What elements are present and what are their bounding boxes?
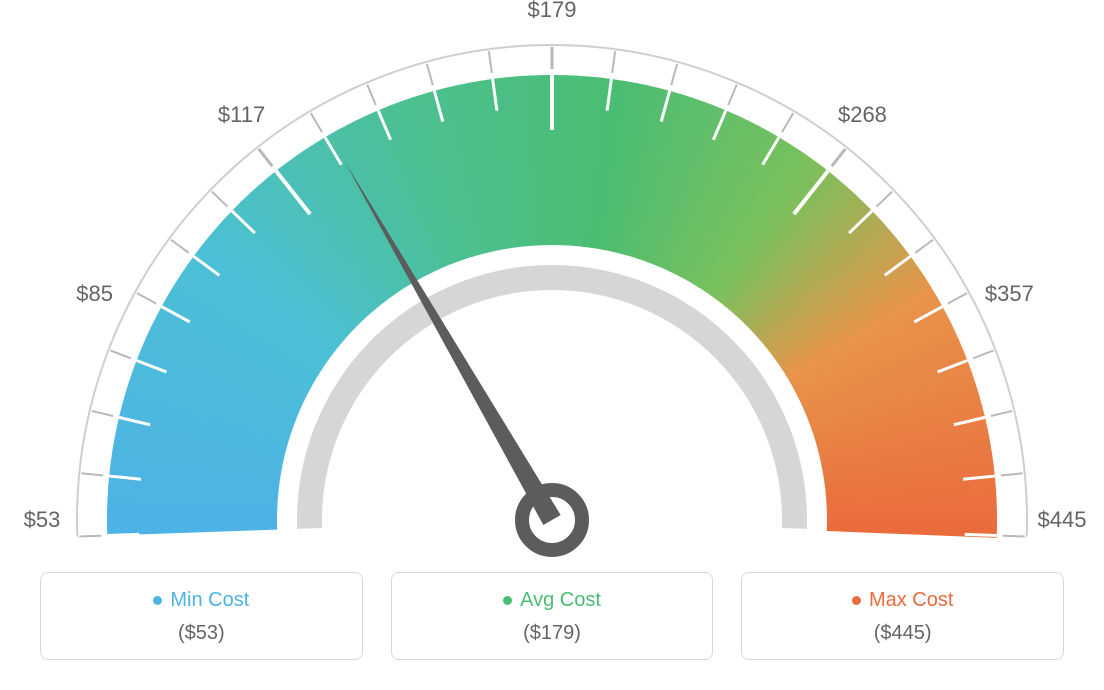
legend-dot-avg	[503, 596, 512, 605]
legend-value-max: ($445)	[752, 622, 1053, 645]
legend-title-min: Min Cost	[153, 589, 249, 612]
gauge-tick-label: $357	[985, 281, 1034, 307]
cost-gauge: $53 $85 $117 $179 $268 $357 $445	[0, 0, 1104, 570]
legend-value-avg: ($179)	[402, 622, 703, 645]
gauge-tick-label: $268	[838, 102, 887, 128]
legend: Min Cost ($53) Avg Cost ($179) Max Cost …	[40, 572, 1064, 660]
legend-title-max: Max Cost	[852, 589, 953, 612]
legend-title-avg: Avg Cost	[503, 589, 601, 612]
gauge-tick-label: $117	[218, 102, 265, 128]
legend-card-max: Max Cost ($445)	[741, 572, 1064, 660]
legend-label-min: Min Cost	[170, 589, 249, 612]
legend-card-avg: Avg Cost ($179)	[391, 572, 714, 660]
gauge-tick-label: $179	[528, 0, 577, 23]
gauge-tick-label: $85	[76, 281, 113, 307]
legend-label-max: Max Cost	[869, 589, 953, 612]
gauge-tick-label: $53	[24, 507, 61, 533]
legend-card-min: Min Cost ($53)	[40, 572, 363, 660]
legend-dot-max	[852, 596, 861, 605]
legend-value-min: ($53)	[51, 622, 352, 645]
gauge-tick-label: $445	[1038, 507, 1087, 533]
gauge-svg	[0, 0, 1104, 570]
legend-label-avg: Avg Cost	[520, 589, 601, 612]
legend-dot-min	[153, 596, 162, 605]
